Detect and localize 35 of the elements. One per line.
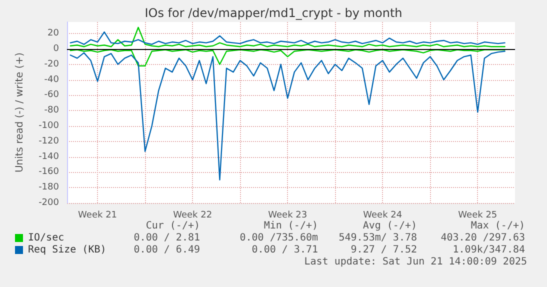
y-tick-label: -200 bbox=[38, 198, 60, 208]
text: Last update: Sat Jun 21 14:00:09 2025 bbox=[304, 256, 528, 268]
text: 0.00 /735.60m bbox=[240, 232, 318, 244]
text: Min (-/+) bbox=[264, 220, 318, 232]
text: 549.53m/ 3.78 bbox=[338, 232, 418, 244]
y-tick-label: -20 bbox=[44, 59, 60, 70]
text: 0.00 / 2.81 bbox=[134, 232, 200, 244]
y-tick-label: -60 bbox=[44, 90, 60, 100]
text: 0.00 / 6.49 bbox=[134, 244, 200, 256]
text: 1.09k/347.84 bbox=[452, 244, 526, 256]
x-tick-label: Week 25 bbox=[458, 210, 498, 220]
y-tick-label: -140 bbox=[38, 152, 60, 162]
y-tick-label: 20 bbox=[48, 28, 60, 39]
x-tick-label: Week 22 bbox=[173, 210, 212, 220]
y-axis-title: Units read (-) / write (+) bbox=[14, 52, 26, 173]
legend-label: IO/sec bbox=[28, 232, 64, 244]
text: Avg (-/+) bbox=[362, 220, 418, 232]
y-tick-label: -80 bbox=[44, 106, 60, 116]
x-tick-label: Week 21 bbox=[78, 210, 118, 220]
text: 403.20 /297.63 bbox=[440, 232, 526, 244]
chart-title: IOs for /dev/mapper/md1_crypt - by month bbox=[144, 6, 402, 20]
line-series bbox=[70, 31, 506, 45]
x-tick-label: Week 23 bbox=[268, 210, 308, 220]
text: 9.27 / 7.52 bbox=[350, 244, 418, 256]
y-tick-label: -40 bbox=[44, 74, 60, 85]
legend-label: Req Size (KB) bbox=[28, 244, 106, 256]
y-tick-label: -100 bbox=[38, 120, 60, 131]
y-tick-label: -180 bbox=[38, 182, 60, 193]
y-tick-label: 0 bbox=[53, 44, 60, 54]
text: Cur (-/+) bbox=[146, 220, 200, 232]
x-tick-label: Week 24 bbox=[363, 210, 402, 220]
y-tick-label: -120 bbox=[38, 136, 60, 146]
text: 0.00 / 3.71 bbox=[252, 244, 318, 256]
text: Max (-/+) bbox=[470, 220, 526, 232]
y-tick-label: -160 bbox=[38, 167, 60, 178]
